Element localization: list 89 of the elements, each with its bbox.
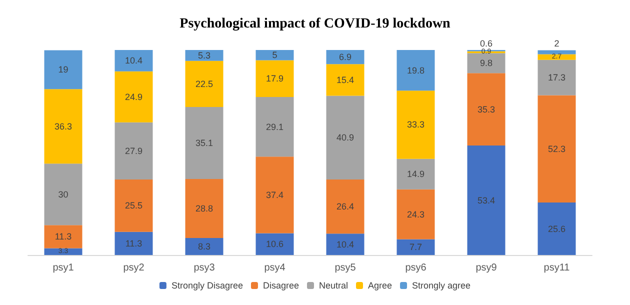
data-label: 53.4	[477, 195, 496, 206]
data-label: 40.9	[336, 132, 354, 143]
x-tick-label: psy3	[194, 262, 216, 274]
data-label: 33.3	[406, 120, 425, 130]
x-tick-label: psy6	[405, 262, 427, 274]
data-label: 11.3	[125, 238, 142, 248]
x-tick-label: psy11	[544, 262, 570, 274]
bar	[467, 53, 506, 74]
bar	[467, 146, 506, 255]
bar	[256, 50, 294, 60]
bar	[256, 96, 294, 157]
data-label: 27.9	[124, 146, 143, 156]
bar	[326, 64, 364, 96]
bar	[256, 60, 294, 97]
bar	[185, 178, 224, 238]
data-label: 19.8	[406, 65, 425, 76]
bar	[396, 239, 435, 255]
bar	[256, 233, 294, 255]
bar	[185, 60, 224, 107]
data-label: 35.3	[477, 104, 496, 114]
data-label: 22.5	[195, 78, 214, 89]
bar	[396, 50, 435, 91]
chart-title: Psychological impact of COVID-19 lockdown	[180, 16, 451, 32]
data-label: 25.6	[548, 224, 566, 234]
data-label: 8.3	[198, 241, 211, 252]
bar	[538, 95, 576, 203]
bar	[538, 50, 576, 54]
bar	[326, 234, 364, 255]
data-label: 19	[58, 64, 68, 75]
legend-label: Neutral	[318, 280, 348, 290]
legend-label: Disagree	[262, 280, 300, 290]
bar	[538, 60, 576, 96]
bar	[538, 202, 576, 255]
data-label: 2	[554, 38, 560, 49]
bar	[467, 73, 506, 146]
bar	[44, 50, 82, 90]
bar	[114, 122, 153, 180]
data-label: 36.3	[54, 121, 72, 132]
data-label: 14.9	[406, 169, 425, 180]
data-label: 15.4	[336, 74, 354, 85]
data-label: 11.3	[54, 232, 72, 242]
bar	[396, 158, 435, 190]
data-label: 35.1	[195, 138, 214, 148]
bar	[396, 189, 435, 240]
bar	[326, 50, 364, 64]
x-tick-label: psy4	[264, 262, 286, 274]
bar	[326, 180, 364, 234]
data-label: 25.5	[124, 200, 143, 211]
data-label: 52.3	[548, 144, 566, 154]
data-label: 30	[58, 189, 68, 200]
x-tick-label: psy2	[123, 262, 145, 274]
bar	[256, 156, 294, 234]
data-label: 17.3	[548, 72, 566, 83]
data-label: 6.9	[338, 52, 352, 62]
bar	[114, 232, 153, 255]
bar	[185, 50, 224, 61]
x-tick-label: psy1	[52, 262, 74, 274]
data-label: 37.4	[266, 190, 284, 200]
bar	[326, 96, 364, 180]
bar	[185, 106, 224, 179]
legend-label: Agree	[368, 280, 392, 290]
x-tick-label: psy5	[334, 262, 356, 274]
data-label: 5.3	[198, 50, 211, 60]
data-label: 7.7	[409, 242, 422, 252]
legend-label: Strongly agree	[412, 280, 471, 290]
data-label: 10.6	[266, 239, 284, 250]
bar	[538, 54, 576, 60]
data-label: 10.4	[124, 56, 143, 66]
bar	[185, 238, 224, 255]
bar	[44, 89, 82, 164]
bar	[114, 71, 153, 122]
legend-label: Strongly Disagree	[171, 280, 243, 290]
data-label: 24.3	[406, 209, 425, 220]
bar	[44, 248, 82, 255]
bar	[396, 90, 435, 159]
bar	[114, 180, 153, 232]
data-label: 28.8	[195, 203, 214, 214]
data-label: 10.4	[336, 239, 354, 250]
bar	[44, 225, 82, 248]
data-label: 9.8	[480, 58, 493, 68]
data-label: 5	[272, 50, 278, 60]
bar	[44, 164, 82, 226]
data-label: 26.4	[336, 202, 354, 212]
bar	[114, 50, 153, 72]
data-label: 17.9	[266, 74, 284, 84]
data-label: 29.1	[266, 122, 284, 132]
data-label: 0.6	[480, 38, 493, 48]
data-label: 24.9	[124, 92, 143, 102]
x-tick-label: psy9	[476, 262, 498, 274]
